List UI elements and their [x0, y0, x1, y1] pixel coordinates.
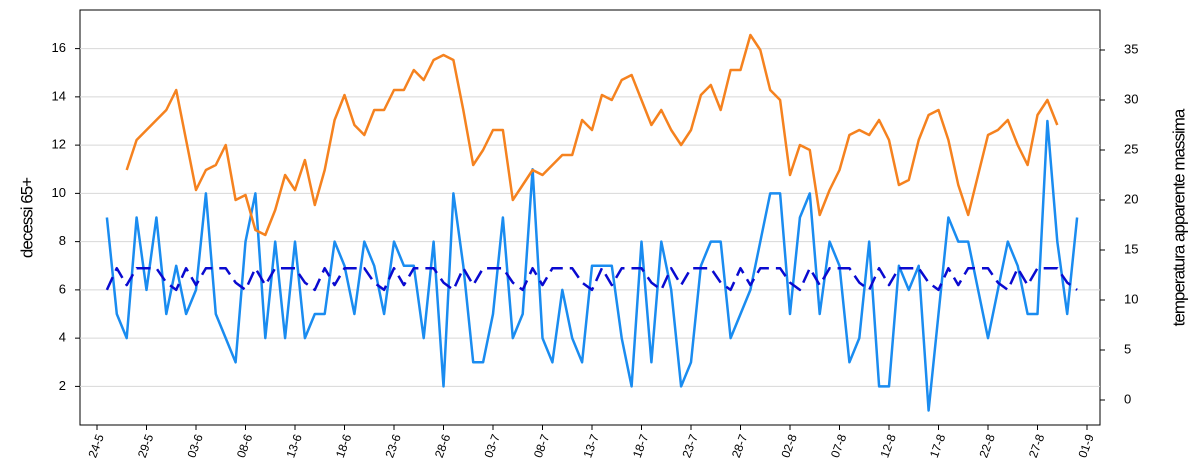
- x-tick-label: 13-6: [283, 432, 304, 460]
- series-line: [105, 266, 1078, 292]
- x-tick-label: 18-6: [333, 432, 354, 460]
- y2-tick-label: 10: [1124, 291, 1138, 306]
- x-tick-label: 27-8: [1026, 432, 1047, 460]
- y-tick-label: 6: [59, 281, 66, 296]
- y2-tick-label: 25: [1124, 141, 1138, 156]
- y-axis-label: decessi 65+: [17, 177, 36, 258]
- series-line: [105, 119, 1079, 412]
- y2-tick-label: 15: [1124, 241, 1138, 256]
- x-tick-label: 28-6: [432, 432, 453, 460]
- y2-tick-label: 0: [1124, 391, 1131, 406]
- x-tick-label: 03-7: [481, 432, 502, 460]
- y-tick-label: 12: [52, 137, 66, 152]
- x-tick-label: 08-6: [234, 432, 255, 460]
- y-tick-label: 2: [59, 378, 66, 393]
- x-tick-label: 13-7: [580, 432, 601, 460]
- x-tick-label: 23-7: [679, 432, 700, 460]
- y2-tick-label: 35: [1124, 41, 1138, 56]
- y2-axis-label: temperatura apparente massima: [1169, 108, 1188, 326]
- x-tick-label: 17-8: [927, 432, 948, 460]
- y-tick-label: 8: [59, 233, 66, 248]
- x-tick-label: 03-6: [184, 432, 205, 460]
- x-tick-label: 02-8: [778, 432, 799, 460]
- x-tick-label: 22-8: [976, 432, 997, 460]
- x-tick-label: 01-9: [1075, 432, 1096, 460]
- x-tick-label: 07-8: [828, 432, 849, 460]
- x-tick-label: 28-7: [729, 432, 750, 460]
- x-tick-label: 12-8: [877, 432, 898, 460]
- x-tick-label: 08-7: [531, 432, 552, 460]
- series-line: [125, 33, 1059, 237]
- y-tick-label: 10: [52, 185, 66, 200]
- y-tick-label: 16: [52, 40, 66, 55]
- x-tick-label: 29-5: [135, 432, 156, 460]
- x-tick-label: 18-7: [630, 432, 651, 460]
- x-tick-label: 23-6: [382, 432, 403, 460]
- y2-tick-label: 30: [1124, 91, 1138, 106]
- x-tick-label: 24-5: [85, 432, 106, 460]
- plot-frame: [79, 9, 1101, 426]
- y2-tick-label: 20: [1124, 191, 1138, 206]
- y-tick-label: 4: [59, 330, 66, 345]
- y-tick-label: 14: [52, 88, 66, 103]
- y2-tick-label: 5: [1124, 341, 1131, 356]
